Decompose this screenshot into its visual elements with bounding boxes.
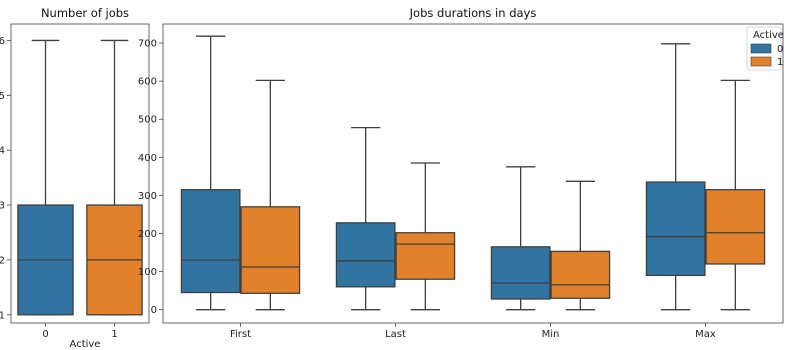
x-tick-label-min: Min bbox=[542, 329, 560, 340]
box-iqr bbox=[395, 232, 456, 280]
chart-title-number-of-jobs: Number of jobs bbox=[41, 6, 129, 20]
box-iqr bbox=[645, 181, 706, 277]
box-iqr bbox=[335, 222, 396, 288]
y-tick-label-5: 5 bbox=[0, 91, 5, 102]
y-tick-label-6: 6 bbox=[0, 36, 5, 47]
legend-label-0: 0 bbox=[777, 44, 783, 55]
plot-area-number-of-jobs: 1 2 3 4 5 6 0 1 bbox=[0, 36, 143, 340]
legend-label-1: 1 bbox=[777, 57, 783, 68]
box-iqr bbox=[705, 189, 766, 265]
y-tick-label-300: 300 bbox=[138, 191, 157, 202]
y-tick-label-400: 400 bbox=[138, 153, 157, 164]
box-min-active-1 bbox=[550, 180, 611, 311]
plot-frame-left bbox=[10, 23, 150, 324]
y-tick-label-500: 500 bbox=[138, 115, 157, 126]
y-tick-label-3: 3 bbox=[0, 201, 5, 212]
x-tick-label-0: 0 bbox=[42, 329, 48, 340]
y-tick-label-100: 100 bbox=[138, 267, 157, 278]
y-tick-label-4: 4 bbox=[0, 146, 5, 157]
plot-area-jobs-durations: 0 100 200 300 400 500 600 700 First Last Min Max bbox=[138, 35, 766, 340]
box-max-active-1 bbox=[705, 79, 766, 311]
legend-swatch-0 bbox=[750, 43, 772, 54]
x-tick-label-first: First bbox=[230, 329, 251, 340]
box-min-active-0 bbox=[490, 166, 551, 311]
box-last-active-1 bbox=[395, 162, 456, 311]
box-active-0 bbox=[17, 39, 74, 316]
box-first-active-0 bbox=[180, 35, 241, 311]
y-tick-label-200: 200 bbox=[138, 229, 157, 240]
x-tick-label-max: Max bbox=[695, 329, 716, 340]
box-iqr bbox=[550, 250, 611, 299]
legend: Active 0 1 bbox=[746, 26, 784, 71]
y-tick-label-2: 2 bbox=[0, 255, 5, 266]
x-tick-label-1: 1 bbox=[111, 329, 117, 340]
x-axis-label-active: Active bbox=[70, 339, 101, 350]
box-max-active-0 bbox=[645, 43, 706, 311]
box-iqr bbox=[180, 189, 241, 294]
box-iqr bbox=[490, 246, 551, 300]
plot-frame-right bbox=[162, 23, 784, 324]
box-active-1 bbox=[86, 39, 143, 316]
y-tick-label-700: 700 bbox=[138, 39, 157, 50]
y-tick-label-0: 0 bbox=[151, 305, 157, 316]
x-tick-label-last: Last bbox=[385, 329, 406, 340]
legend-title: Active bbox=[753, 30, 784, 41]
box-last-active-0 bbox=[335, 126, 396, 311]
box-first-active-1 bbox=[240, 79, 301, 311]
chart-title-jobs-durations: Jobs durations in days bbox=[409, 6, 537, 20]
box-iqr bbox=[240, 206, 301, 294]
y-tick-label-600: 600 bbox=[138, 77, 157, 88]
legend-swatch-1 bbox=[750, 56, 772, 67]
y-tick-label-1: 1 bbox=[0, 310, 5, 321]
